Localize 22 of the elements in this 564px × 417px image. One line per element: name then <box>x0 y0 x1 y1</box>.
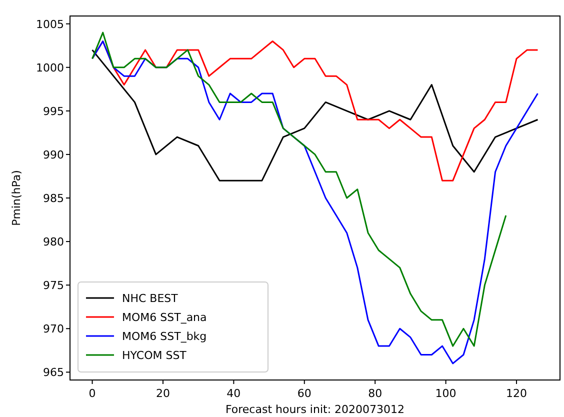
x-tick-label: 120 <box>506 387 528 400</box>
y-tick-label: 980 <box>43 236 64 249</box>
y-tick-label: 990 <box>43 148 64 162</box>
y-tick-label: 970 <box>43 322 64 336</box>
y-tick-label: 985 <box>43 192 64 205</box>
legend-label: NHC BEST <box>122 292 178 305</box>
y-axis-title: Pmin(hPa) <box>10 170 23 226</box>
x-tick-label: 40 <box>226 387 241 400</box>
y-tick-label: 965 <box>43 366 64 380</box>
x-tick-label: 0 <box>88 387 96 400</box>
x-tick-label: 60 <box>297 387 312 400</box>
legend-label: MOM6 SST_ana <box>122 311 207 324</box>
y-tick-label: 995 <box>43 104 64 118</box>
x-axis-title: Forecast hours init: 2020073012 <box>225 403 405 416</box>
legend-label: HYCOM SST <box>122 349 187 362</box>
y-tick-label: 1000 <box>36 61 64 74</box>
y-tick-label: 1005 <box>36 18 64 31</box>
x-tick-label: 80 <box>368 387 382 400</box>
legend-label: MOM6 SST_bkg <box>122 330 207 343</box>
y-tick-label: 975 <box>43 279 64 292</box>
x-tick-label: 100 <box>435 387 456 400</box>
x-tick-label: 20 <box>156 387 170 400</box>
